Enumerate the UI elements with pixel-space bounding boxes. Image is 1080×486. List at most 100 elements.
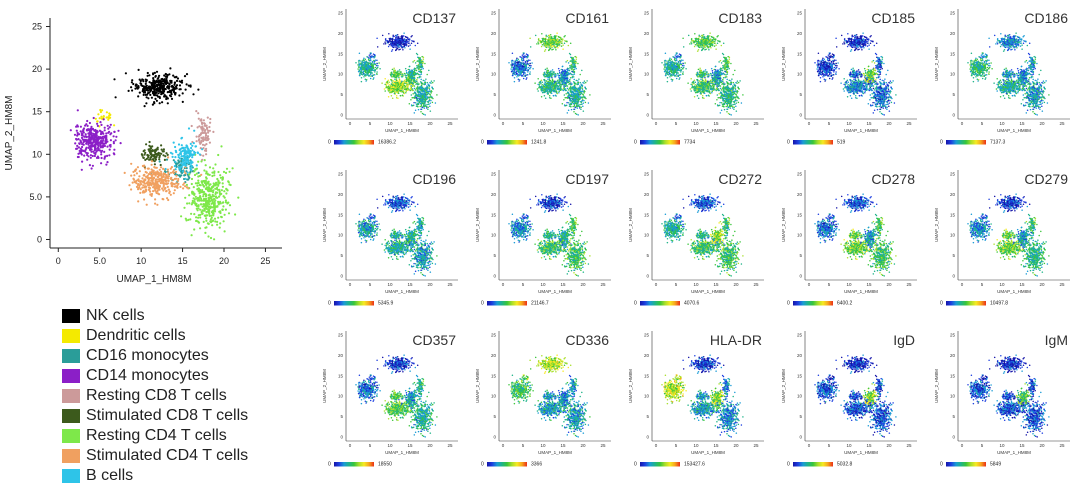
panel-y-tick-label: 0: [340, 112, 343, 117]
data-point: [196, 185, 198, 187]
data-point: [224, 214, 226, 216]
data-point: [205, 207, 207, 209]
data-point: [170, 194, 172, 196]
data-point: [195, 216, 197, 218]
panel-point: [403, 42, 405, 44]
data-point: [208, 194, 210, 196]
data-point: [160, 164, 162, 166]
data-point: [197, 152, 199, 154]
data-point: [153, 101, 155, 103]
data-point: [147, 184, 149, 186]
data-point: [198, 118, 200, 120]
legend-swatch: [62, 349, 80, 363]
data-point: [174, 165, 176, 167]
data-point: [152, 79, 154, 81]
data-point: [167, 182, 169, 184]
data-point: [196, 173, 198, 175]
panel-point: [404, 41, 406, 43]
data-point: [81, 169, 83, 171]
data-point: [199, 216, 201, 218]
data-point: [142, 157, 144, 159]
data-point: [205, 184, 207, 186]
data-point: [176, 187, 178, 189]
data-point: [209, 220, 211, 222]
data-point: [145, 143, 147, 145]
data-point: [138, 187, 140, 189]
data-point: [159, 96, 161, 98]
data-point: [160, 179, 162, 181]
data-point: [193, 130, 195, 132]
data-point: [163, 86, 165, 88]
data-point: [224, 197, 226, 199]
data-point: [181, 137, 183, 139]
data-point: [223, 220, 225, 222]
data-point: [207, 222, 209, 224]
data-point: [166, 197, 168, 199]
data-point: [188, 177, 190, 179]
data-point: [191, 145, 193, 147]
data-point: [150, 147, 152, 149]
data-point: [196, 164, 198, 166]
data-point: [200, 174, 202, 176]
data-point: [81, 153, 83, 155]
data-point: [142, 79, 144, 81]
data-point: [137, 200, 139, 202]
data-point: [120, 142, 122, 144]
data-point: [108, 154, 110, 156]
data-point: [193, 213, 195, 215]
data-point: [209, 122, 211, 124]
data-point: [193, 151, 195, 153]
data-point: [190, 143, 192, 145]
data-point: [141, 155, 143, 157]
data-point: [134, 170, 136, 172]
data-point: [147, 92, 149, 94]
data-point: [202, 136, 204, 138]
data-point: [131, 89, 133, 91]
x-tick-label: 25: [260, 256, 270, 266]
data-point: [219, 227, 221, 229]
data-point: [88, 132, 90, 134]
data-point: [146, 204, 148, 206]
panel-point: [406, 42, 408, 44]
data-point: [184, 185, 186, 187]
data-point: [157, 176, 159, 178]
legend-label: Dendritic cells: [86, 327, 186, 345]
data-point: [155, 175, 157, 177]
data-point: [157, 184, 159, 186]
data-point: [154, 72, 156, 74]
data-point: [174, 156, 176, 158]
data-point: [178, 156, 180, 158]
data-point: [174, 146, 176, 148]
data-point: [209, 142, 211, 144]
data-point: [157, 89, 159, 91]
data-point: [184, 197, 186, 199]
data-point: [182, 164, 184, 166]
data-point: [137, 178, 139, 180]
data-point: [220, 193, 222, 195]
panel-point: [396, 39, 398, 41]
panel-x-tick-label: 15: [407, 121, 413, 126]
data-point: [182, 184, 184, 186]
data-point: [160, 93, 162, 95]
y-tick-label: 25: [32, 22, 42, 32]
data-point: [97, 120, 99, 122]
data-point: [156, 81, 158, 83]
data-point: [135, 83, 137, 85]
data-point: [89, 122, 91, 124]
legend-item: Dendritic cells: [62, 326, 302, 346]
panel-point: [409, 39, 411, 41]
data-point: [182, 187, 184, 189]
data-point: [99, 121, 101, 123]
data-point: [193, 142, 195, 144]
data-point: [170, 168, 172, 170]
data-point: [92, 165, 94, 167]
data-point: [185, 172, 187, 174]
data-point: [183, 207, 185, 209]
data-point: [173, 91, 175, 93]
panel-y-tick-label: 20: [338, 31, 344, 36]
data-point: [190, 84, 192, 86]
data-point: [145, 171, 147, 173]
data-point: [74, 142, 76, 144]
panel-point: [385, 43, 387, 45]
data-point: [186, 83, 188, 85]
